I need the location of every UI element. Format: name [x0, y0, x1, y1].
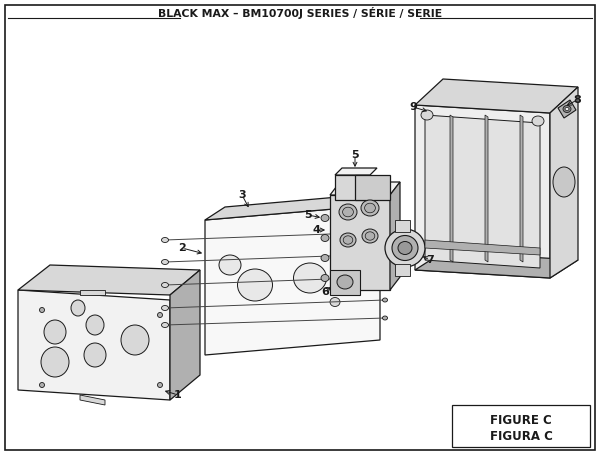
Polygon shape — [80, 395, 105, 405]
Polygon shape — [205, 205, 380, 355]
Polygon shape — [450, 115, 453, 262]
Ellipse shape — [41, 347, 69, 377]
Ellipse shape — [161, 305, 169, 310]
Text: FIGURA C: FIGURA C — [490, 430, 553, 443]
Ellipse shape — [121, 325, 149, 355]
Polygon shape — [390, 182, 400, 290]
Text: 9: 9 — [409, 102, 417, 112]
Ellipse shape — [565, 107, 569, 111]
Ellipse shape — [161, 238, 169, 243]
Ellipse shape — [40, 308, 44, 313]
Ellipse shape — [398, 242, 412, 254]
Polygon shape — [425, 115, 540, 268]
Text: 1: 1 — [174, 390, 182, 400]
Polygon shape — [18, 290, 170, 400]
Ellipse shape — [219, 255, 241, 275]
Polygon shape — [355, 175, 390, 200]
Ellipse shape — [293, 263, 326, 293]
Ellipse shape — [40, 383, 44, 388]
Text: 7: 7 — [426, 255, 434, 265]
Ellipse shape — [383, 252, 388, 256]
Polygon shape — [485, 115, 488, 262]
Polygon shape — [415, 105, 550, 278]
Ellipse shape — [362, 229, 378, 243]
Text: 3: 3 — [238, 190, 246, 200]
Ellipse shape — [383, 230, 388, 234]
Ellipse shape — [337, 275, 353, 289]
Ellipse shape — [341, 259, 369, 285]
Polygon shape — [335, 175, 370, 200]
Text: FIGURE C: FIGURE C — [490, 414, 552, 426]
Ellipse shape — [385, 229, 425, 267]
Polygon shape — [335, 168, 377, 175]
Polygon shape — [415, 79, 578, 113]
Polygon shape — [395, 264, 410, 276]
Ellipse shape — [161, 259, 169, 264]
Ellipse shape — [563, 106, 571, 112]
Ellipse shape — [343, 207, 353, 217]
Ellipse shape — [340, 233, 356, 247]
Ellipse shape — [84, 343, 106, 367]
Ellipse shape — [383, 275, 388, 279]
Ellipse shape — [321, 274, 329, 282]
Ellipse shape — [383, 298, 388, 302]
Ellipse shape — [361, 200, 379, 216]
Bar — [452, 405, 590, 447]
Polygon shape — [425, 240, 540, 255]
Ellipse shape — [339, 204, 357, 220]
Polygon shape — [550, 87, 578, 278]
Ellipse shape — [238, 269, 272, 301]
Ellipse shape — [365, 203, 376, 213]
Polygon shape — [330, 182, 400, 195]
Ellipse shape — [321, 214, 329, 222]
Text: 8: 8 — [573, 95, 581, 105]
Polygon shape — [170, 270, 200, 400]
Polygon shape — [330, 195, 390, 290]
Ellipse shape — [161, 283, 169, 288]
Ellipse shape — [383, 316, 388, 320]
Ellipse shape — [161, 323, 169, 328]
Ellipse shape — [44, 320, 66, 344]
Ellipse shape — [86, 315, 104, 335]
Polygon shape — [18, 265, 200, 295]
Polygon shape — [558, 100, 576, 118]
Ellipse shape — [532, 116, 544, 126]
Polygon shape — [80, 290, 105, 295]
Ellipse shape — [157, 383, 163, 388]
Text: 5: 5 — [351, 150, 359, 160]
Polygon shape — [330, 270, 360, 295]
Text: 2: 2 — [178, 243, 186, 253]
Ellipse shape — [330, 298, 340, 307]
Ellipse shape — [421, 110, 433, 120]
Polygon shape — [205, 192, 395, 220]
Polygon shape — [520, 115, 523, 262]
Ellipse shape — [71, 300, 85, 316]
Polygon shape — [395, 220, 410, 232]
Text: 4: 4 — [312, 225, 320, 235]
Ellipse shape — [365, 232, 375, 240]
Ellipse shape — [321, 234, 329, 242]
Ellipse shape — [321, 254, 329, 262]
Ellipse shape — [553, 167, 575, 197]
Ellipse shape — [343, 236, 353, 244]
Text: 5: 5 — [304, 210, 312, 220]
Ellipse shape — [392, 236, 418, 261]
Ellipse shape — [157, 313, 163, 318]
Polygon shape — [415, 252, 578, 278]
Text: BLACK MAX – BM10700J SERIES / SÉRIE / SERIE: BLACK MAX – BM10700J SERIES / SÉRIE / SE… — [158, 7, 442, 19]
Text: 6: 6 — [321, 287, 329, 297]
